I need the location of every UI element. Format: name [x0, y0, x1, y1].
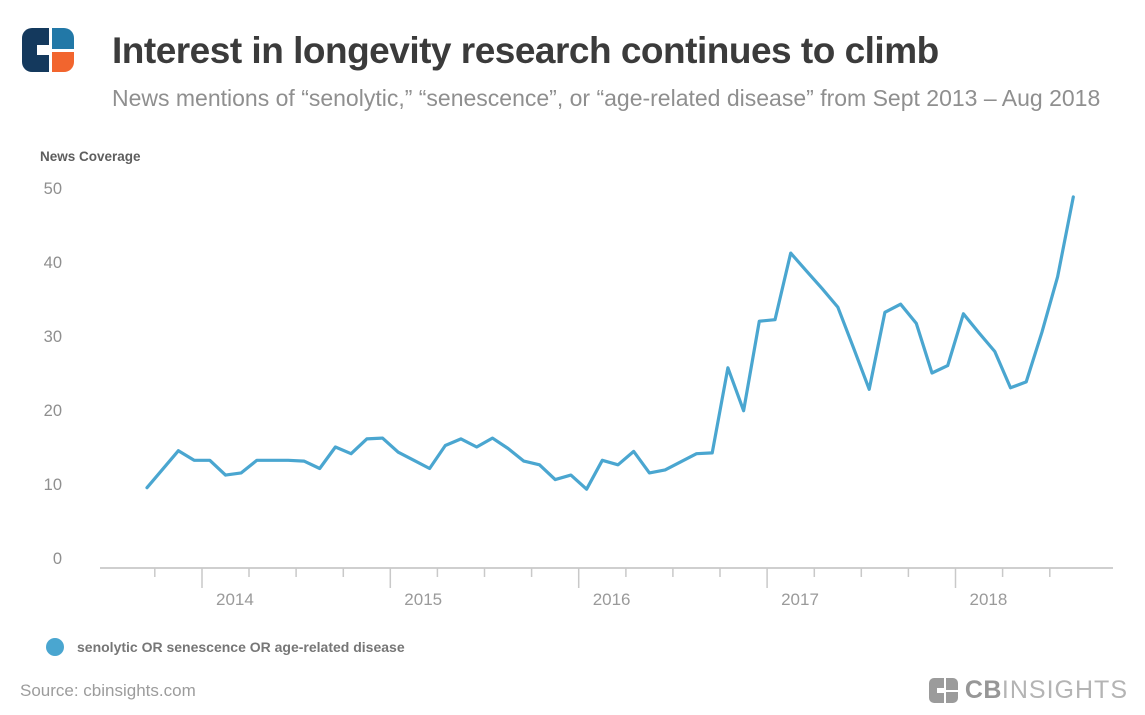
y-axis-tick-label: 20	[44, 402, 62, 420]
footer-logo-top-square	[945, 678, 958, 690]
line-chart: 2014 2015 2016 2017 2018 0 10 20 30 40 50	[44, 180, 1113, 609]
logo-blue-square	[52, 28, 74, 49]
cbinsights-footer-logo: CB INSIGHTS	[928, 676, 1128, 705]
y-axis-tick-label: 0	[53, 550, 62, 568]
y-axis-tick-label: 40	[44, 254, 62, 272]
footer-logo-c-block	[928, 678, 944, 703]
page-subtitle: News mentions of “senolytic,” “senescenc…	[112, 85, 1101, 111]
legend-series-label: senolytic OR senescence OR age-related d…	[77, 639, 405, 655]
footer-logo-bottom-square	[945, 691, 958, 703]
logo-c-block	[22, 28, 49, 72]
y-axis-tick-label: 50	[44, 180, 62, 198]
footer-logo-squares	[945, 678, 958, 703]
x-axis-year-label: 2017	[781, 590, 819, 609]
x-axis-year-label: 2015	[404, 590, 442, 609]
logo-squares	[52, 28, 74, 72]
y-axis-title: News Coverage	[40, 149, 141, 164]
series-line	[145, 195, 1075, 491]
x-axis-year-label: 2016	[593, 590, 631, 609]
page-title: Interest in longevity research continues…	[112, 30, 939, 71]
source-text: Source: cbinsights.com	[20, 681, 196, 700]
brand-insights-text: INSIGHTS	[1001, 676, 1128, 704]
legend: senolytic OR senescence OR age-related d…	[46, 636, 405, 658]
y-axis-tick-label: 10	[44, 476, 62, 494]
legend-series-dot-icon	[46, 638, 64, 656]
y-axis-tick-label: 30	[44, 328, 62, 346]
footer: Source: cbinsights.com CB INSIGHTS	[0, 668, 1145, 715]
x-axis-year-label: 2018	[970, 590, 1008, 609]
logo-orange-square	[52, 51, 74, 72]
cbinsights-footer-logo-icon	[928, 678, 958, 703]
x-axis-year-label: 2014	[216, 590, 254, 609]
brand-cb-text: CB	[964, 676, 1002, 704]
cbinsights-logo-icon	[22, 28, 74, 72]
